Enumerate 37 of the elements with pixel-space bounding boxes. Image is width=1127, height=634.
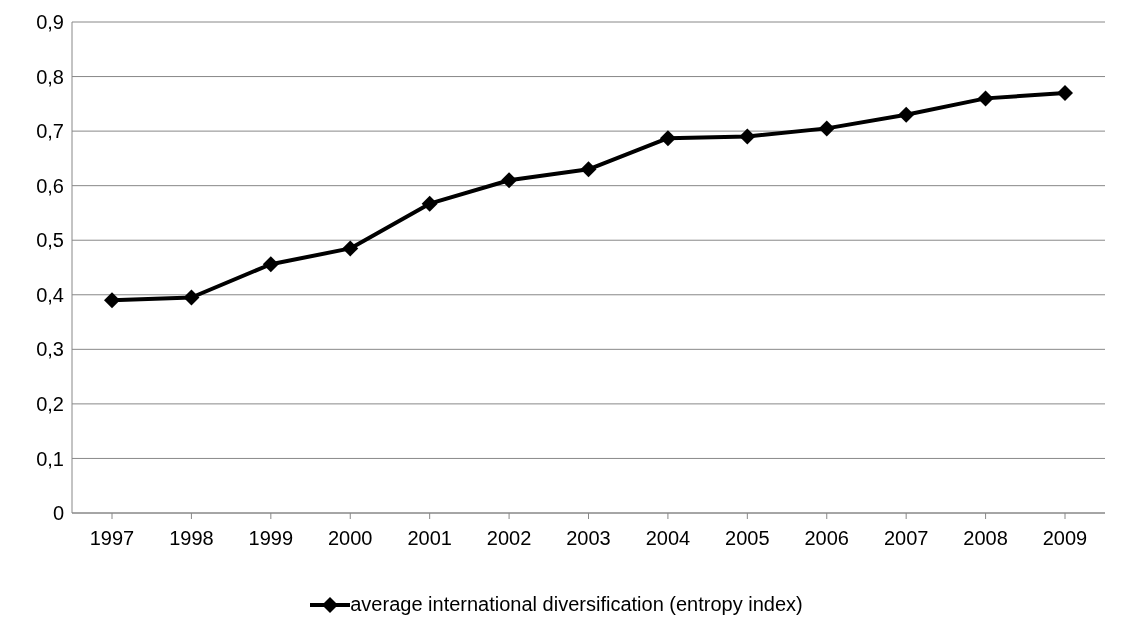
point [659,130,676,147]
point [104,292,120,309]
x-tick-label: 2006 [804,527,849,550]
y-tick-label: 0,2 [36,392,64,415]
x-tick-label: 2007 [883,527,929,550]
point [262,256,279,273]
point [818,120,835,137]
y-tick-label: 0,6 [36,174,64,197]
point [421,195,438,212]
point [739,128,756,145]
x-tick-label: 2003 [566,527,611,550]
point [183,289,200,306]
y-tick-label: 0,3 [36,338,64,361]
x-tick-label: 2002 [486,527,532,550]
y-tick-label: 0,8 [36,65,64,88]
x-tick-label: 2005 [725,527,770,550]
x-tick-label: 1998 [169,527,214,550]
point [501,172,518,189]
y-tick-label: 0,1 [36,447,64,470]
x-tick-label: 2004 [645,527,691,550]
point [342,240,359,257]
point [1057,84,1073,101]
point [977,90,994,107]
x-tick-label: 1999 [248,527,294,550]
point [898,106,915,123]
point [580,161,597,178]
x-tick-label: 1997 [89,527,135,550]
legend-label: average international diversification (entropy index) [350,593,803,616]
x-tick-label: 2001 [407,527,452,550]
y-tick-label: 0 [52,502,64,525]
x-tick-label: 2008 [963,527,1008,550]
y-tick-label: 0,4 [36,283,64,306]
y-tick-label: 0,9 [36,11,64,34]
x-tick-label: 2000 [328,527,373,550]
x-tick-label: 2009 [1042,527,1088,550]
y-tick-label: 0,7 [36,120,64,143]
y-tick-label: 0,5 [36,229,64,252]
